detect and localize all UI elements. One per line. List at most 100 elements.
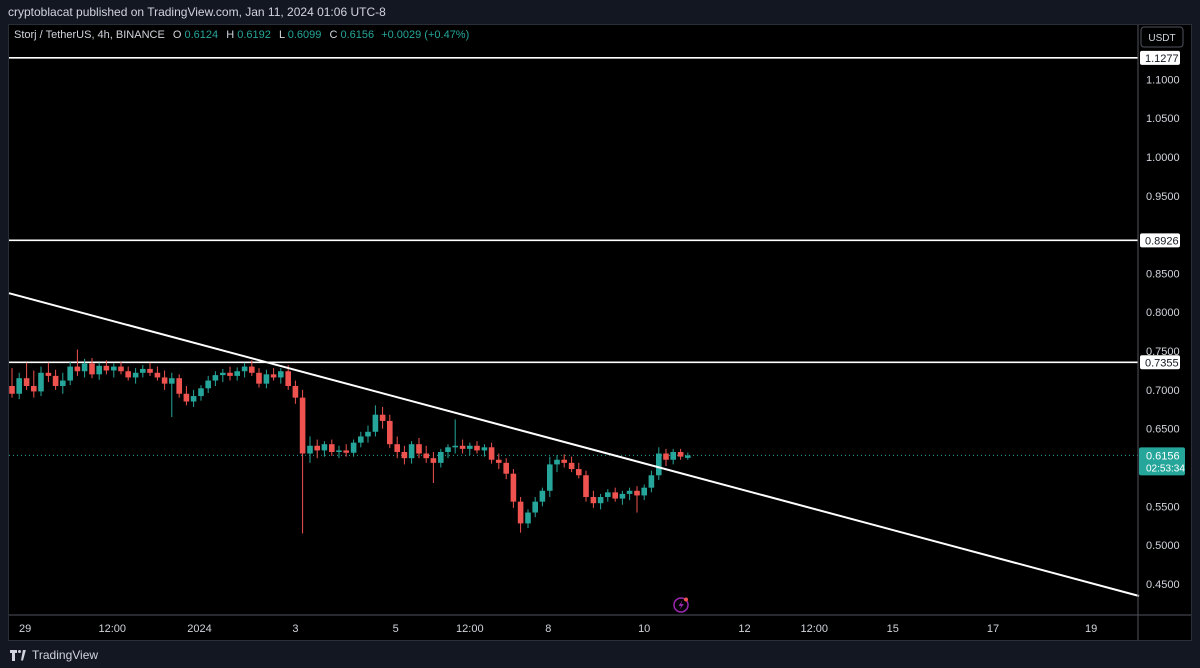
candle[interactable] xyxy=(16,372,22,400)
candle[interactable] xyxy=(23,362,30,390)
candle[interactable] xyxy=(285,365,292,390)
candle[interactable] xyxy=(198,385,204,401)
chart-frame[interactable] xyxy=(8,24,1192,641)
candle[interactable] xyxy=(590,490,597,508)
candle[interactable] xyxy=(503,458,510,480)
candle[interactable] xyxy=(634,486,640,513)
candle[interactable] xyxy=(256,368,262,388)
candle[interactable] xyxy=(648,470,655,493)
candle[interactable] xyxy=(38,366,44,397)
candle[interactable] xyxy=(685,452,691,460)
candle[interactable] xyxy=(488,442,495,464)
candle[interactable] xyxy=(408,441,415,464)
candle[interactable] xyxy=(220,368,226,383)
candle[interactable] xyxy=(118,361,124,375)
candle[interactable] xyxy=(74,349,81,376)
candle[interactable] xyxy=(467,442,473,456)
candle[interactable] xyxy=(619,490,626,505)
candle[interactable] xyxy=(329,439,335,456)
candle[interactable] xyxy=(670,448,676,465)
candle[interactable] xyxy=(140,365,146,378)
candle[interactable] xyxy=(517,497,524,533)
candle[interactable] xyxy=(474,441,480,454)
candle[interactable] xyxy=(554,455,560,473)
candle[interactable] xyxy=(358,431,364,448)
candle[interactable] xyxy=(249,360,255,376)
currency-button[interactable]: USDT xyxy=(1140,26,1184,48)
tradingview-brand[interactable]: TradingView xyxy=(10,648,98,662)
candle[interactable] xyxy=(438,448,444,468)
candle[interactable] xyxy=(125,366,131,381)
candle[interactable] xyxy=(576,462,582,479)
candle[interactable] xyxy=(423,445,429,463)
candle[interactable] xyxy=(241,362,248,378)
candle[interactable] xyxy=(401,445,408,465)
candle[interactable] xyxy=(430,451,437,484)
candle[interactable] xyxy=(9,368,15,398)
candle[interactable] xyxy=(677,448,684,460)
candle[interactable] xyxy=(161,370,168,390)
candle[interactable] xyxy=(132,368,139,384)
candle[interactable] xyxy=(343,444,349,457)
candle[interactable] xyxy=(321,441,328,457)
candle[interactable] xyxy=(96,362,102,380)
candle[interactable] xyxy=(561,454,567,468)
candle[interactable] xyxy=(394,436,401,459)
candle[interactable] xyxy=(227,366,233,381)
candle[interactable] xyxy=(445,444,451,459)
candle[interactable] xyxy=(292,380,299,404)
candle[interactable] xyxy=(263,369,270,389)
candle[interactable] xyxy=(547,456,553,497)
candle[interactable] xyxy=(212,371,219,386)
candle[interactable] xyxy=(583,470,589,502)
candle[interactable] xyxy=(597,493,604,510)
candle[interactable] xyxy=(350,439,357,457)
candle[interactable] xyxy=(111,363,117,378)
candle[interactable] xyxy=(459,439,466,454)
candle[interactable] xyxy=(641,484,647,501)
candle[interactable] xyxy=(277,368,284,384)
candle[interactable] xyxy=(307,436,313,463)
candle[interactable] xyxy=(539,487,546,507)
candle[interactable] xyxy=(568,456,575,473)
candle[interactable] xyxy=(663,448,669,466)
candle[interactable] xyxy=(190,389,197,407)
candle[interactable] xyxy=(52,369,59,390)
candle[interactable] xyxy=(452,419,458,454)
candle[interactable] xyxy=(604,489,611,502)
candle[interactable] xyxy=(103,360,110,375)
candle[interactable] xyxy=(234,367,240,381)
candle[interactable] xyxy=(183,385,190,406)
candle[interactable] xyxy=(656,447,662,480)
candle[interactable] xyxy=(59,372,66,394)
candle[interactable] xyxy=(495,453,502,470)
candle[interactable] xyxy=(372,405,379,437)
candle[interactable] xyxy=(626,487,633,501)
candle[interactable] xyxy=(67,361,74,386)
candle[interactable] xyxy=(379,406,386,429)
candle[interactable] xyxy=(176,374,183,398)
candle[interactable] xyxy=(45,362,52,383)
candle[interactable] xyxy=(81,358,88,378)
bolt-icon[interactable] xyxy=(673,597,689,613)
candle[interactable] xyxy=(168,372,175,418)
candle[interactable] xyxy=(205,375,211,393)
trendline[interactable] xyxy=(8,292,1140,597)
candle[interactable] xyxy=(416,438,422,459)
candle[interactable] xyxy=(510,469,517,508)
candle[interactable] xyxy=(386,414,393,449)
candle[interactable] xyxy=(299,389,306,534)
candle[interactable] xyxy=(532,497,538,518)
candle[interactable] xyxy=(612,487,619,502)
candle[interactable] xyxy=(31,370,37,398)
candle[interactable] xyxy=(314,439,320,459)
candle[interactable] xyxy=(525,509,531,529)
candle[interactable] xyxy=(481,444,488,457)
candle[interactable] xyxy=(154,366,161,381)
candle[interactable] xyxy=(270,368,277,381)
candle[interactable] xyxy=(365,425,371,443)
candle[interactable] xyxy=(147,362,153,376)
candle[interactable] xyxy=(336,445,342,459)
candle[interactable] xyxy=(89,358,95,379)
